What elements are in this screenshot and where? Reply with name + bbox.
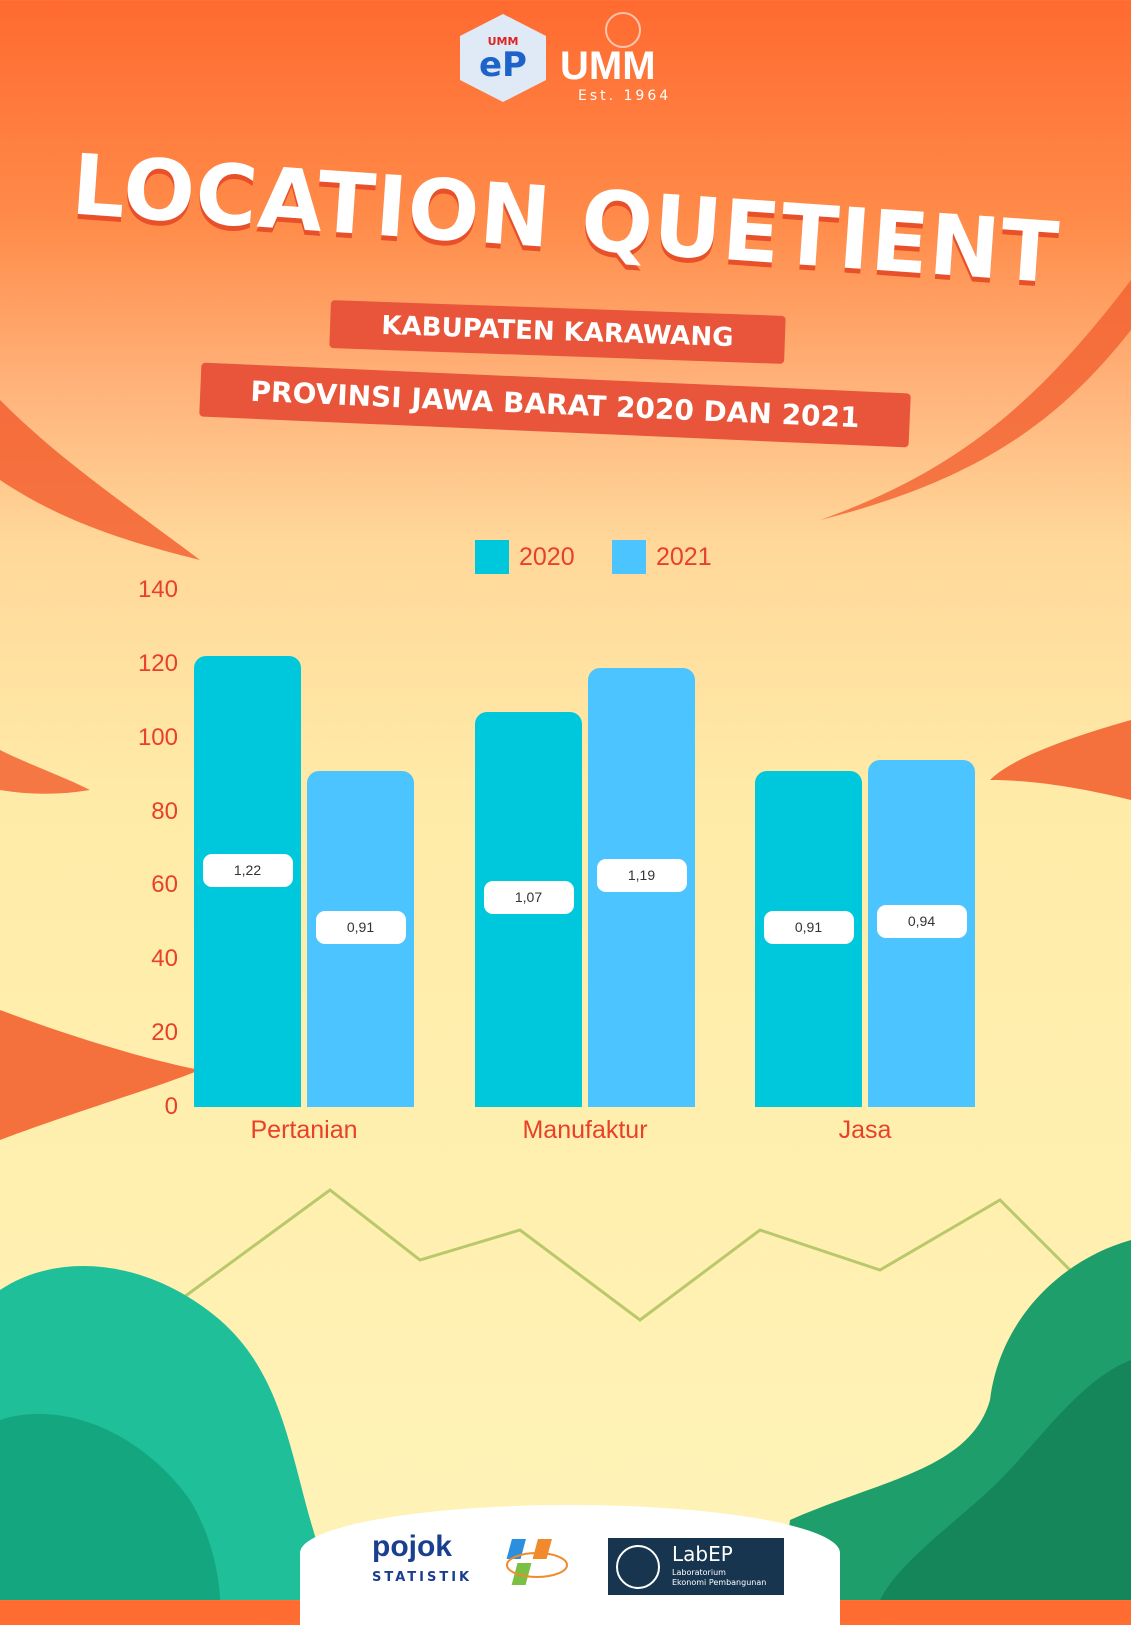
subtitle-province-year: PROVINSI JAWA BARAT 2020 DAN 2021 [199, 362, 911, 448]
header-logos: UMM eP UMM Est. 1964 [460, 10, 690, 105]
pojok-statistik-logo: pojok [372, 1530, 452, 1563]
labep-title: LabEP [672, 1542, 733, 1566]
ep-logo-text: UMM [487, 34, 519, 48]
legend-swatch-2021 [612, 540, 646, 574]
labep-seal-icon [616, 1545, 660, 1589]
y-tick-label: 140 [137, 576, 178, 603]
ep-umm-logo: UMM eP [460, 14, 546, 102]
bar-data-label: 0,94 [876, 905, 967, 939]
bps-logo-icon [506, 1539, 568, 1585]
subtitle-region: KABUPATEN KARAWANG [329, 300, 786, 364]
x-category-label: Jasa [838, 1116, 892, 1144]
y-tick-label: 20 [151, 1019, 178, 1047]
page-title: LOCATION QUETIENT [68, 135, 1063, 303]
legend-item-2020: 2020 [475, 540, 575, 574]
legend-item-2021: 2021 [612, 540, 712, 574]
labep-subtitle: Laboratorium Ekonomi Pembangunan [672, 1568, 766, 1588]
labep-subtitle-line-1: Laboratorium [672, 1568, 726, 1577]
labep-subtitle-line-2: Ekonomi Pembangunan [672, 1578, 767, 1587]
x-category-label: Manufaktur [522, 1116, 648, 1144]
y-tick-label: 0 [164, 1093, 178, 1120]
umm-est: Est. 1964 [578, 88, 672, 104]
ep-logo-mark: eP [479, 44, 527, 85]
umm-seal-icon [605, 12, 641, 48]
labep-logo: LabEP Laboratorium Ekonomi Pembangunan [608, 1538, 784, 1595]
bar-data-label: 1,07 [483, 881, 574, 915]
y-tick-label: 60 [151, 871, 178, 899]
pojok-statistik-subtitle: STATISTIK [372, 1570, 473, 1585]
umm-logo: UMM [560, 44, 656, 88]
y-tick-label: 80 [151, 797, 178, 825]
bar-data-label: 1,19 [596, 859, 687, 893]
y-tick-label: 120 [137, 649, 178, 677]
y-tick-label: 100 [137, 723, 178, 751]
x-category-label: Pertanian [250, 1116, 358, 1144]
legend-label-2021: 2021 [656, 542, 712, 571]
legend-swatch-2020 [475, 540, 509, 574]
bar-data-label: 0,91 [763, 910, 854, 944]
bar-data-label: 0,91 [315, 910, 406, 944]
y-tick-label: 40 [151, 945, 178, 973]
bar-data-label: 1,22 [202, 853, 293, 887]
legend-label-2020: 2020 [519, 542, 575, 571]
